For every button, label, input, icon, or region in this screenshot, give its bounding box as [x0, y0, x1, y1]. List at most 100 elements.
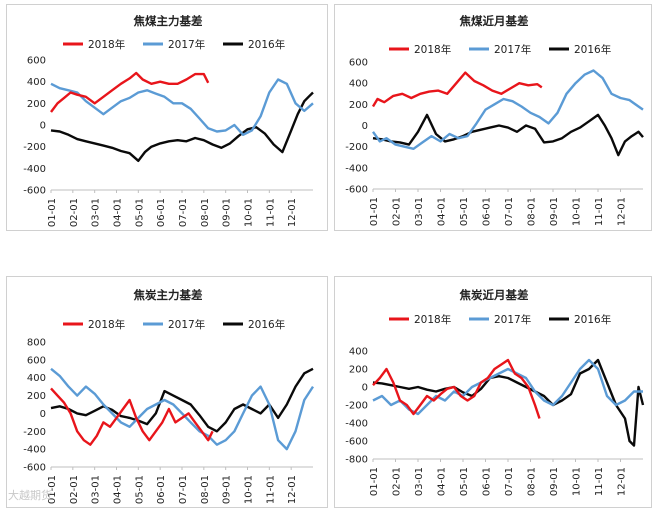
- y-tick-label: 600: [27, 56, 46, 67]
- y-tick-label: 200: [27, 99, 46, 110]
- y-tick-label: -400: [345, 419, 368, 430]
- x-tick-label: 02-01: [69, 475, 80, 504]
- legend-label-2017年: 2017年: [168, 318, 205, 331]
- y-tick-label: 0: [40, 121, 46, 132]
- legend-label-2018年: 2018年: [414, 43, 451, 56]
- y-tick-label: -200: [345, 401, 368, 412]
- chart-panel-1: 焦煤主力基差 2018年 2017年 2016年 600 400 200 0 -200 -400 -…: [6, 4, 328, 231]
- x-tick-label: 04-01: [113, 475, 124, 504]
- x-tick-label: 04-01: [437, 467, 448, 496]
- x-tick-label: 03-01: [91, 475, 102, 504]
- y-tick-label: 400: [27, 373, 46, 384]
- series-line-2018年: [372, 358, 541, 419]
- chart-svg-4: 焦炭近月基差 2018年 2017年 2016年 400 200 0 -200 -400 -600…: [345, 288, 645, 496]
- chart-svg-2: 焦煤近月基差 2018年 2017年 2016年 600 400 200 0 -200 -400 -…: [345, 14, 644, 226]
- y-tick-label: -400: [345, 163, 368, 174]
- x-tick-label: 10-01: [572, 467, 583, 496]
- x-tick-label: 09-01: [222, 475, 233, 504]
- x-tick-label: 01-01: [47, 198, 58, 227]
- x-tick-label: 02-01: [392, 467, 403, 496]
- x-tick-label: 05-01: [134, 475, 145, 504]
- y-tick-label: 800: [27, 338, 46, 349]
- x-tick-label: 08-01: [200, 475, 211, 504]
- legend-label-2016年: 2016年: [248, 38, 285, 51]
- x-tick-label: 05-01: [459, 467, 470, 496]
- x-tick-label: 04-01: [437, 197, 448, 226]
- x-tick-label: 06-01: [156, 475, 167, 504]
- x-tick-label: 02-01: [392, 197, 403, 226]
- x-tick-label: 01-01: [47, 475, 58, 504]
- chart-panel-3: 焦炭主力基差 2018年 2017年 2016年 800 600 400 200 0 -200 -4…: [6, 276, 328, 508]
- x-tick-label: 07-01: [504, 467, 515, 496]
- chart-title: 焦炭主力基差: [133, 288, 203, 302]
- series-line-2017年: [50, 367, 315, 451]
- y-tick-label: -600: [23, 463, 46, 474]
- x-tick-label: 07-01: [178, 198, 189, 227]
- x-tick-label: 05-01: [134, 198, 145, 227]
- y-tick-label: 200: [349, 100, 368, 111]
- chart-title: 焦炭近月基差: [459, 288, 529, 302]
- x-tick-label: 11-01: [265, 475, 276, 504]
- x-tick-label: 07-01: [504, 197, 515, 226]
- x-tick-label: 10-01: [244, 475, 255, 504]
- y-tick-label: 600: [349, 58, 368, 69]
- x-tick-label: 06-01: [482, 197, 493, 226]
- series-line-2016年: [50, 91, 314, 163]
- x-tick-label: 03-01: [414, 197, 425, 226]
- series-line-2018年: [50, 71, 210, 113]
- y-tick-label: 0: [40, 409, 46, 420]
- x-tick-label: 11-01: [265, 198, 276, 227]
- x-tick-label: 01-01: [369, 467, 380, 496]
- x-tick-label: 12-01: [287, 475, 298, 504]
- x-tick-label: 08-01: [527, 467, 538, 496]
- legend-label-2017年: 2017年: [494, 313, 531, 326]
- y-tick-label: 400: [27, 77, 46, 88]
- x-tick-label: 06-01: [482, 467, 493, 496]
- x-tick-label: 03-01: [91, 198, 102, 227]
- x-tick-label: 12-01: [617, 197, 628, 226]
- x-tick-label: 09-01: [549, 467, 560, 496]
- series-line-2017年: [372, 69, 644, 151]
- y-tick-label: -200: [23, 427, 46, 438]
- x-tick-label: 07-01: [178, 475, 189, 504]
- x-tick-label: 03-01: [414, 467, 425, 496]
- x-tick-label: 02-01: [69, 198, 80, 227]
- x-tick-label: 12-01: [287, 198, 298, 227]
- legend-label-2018年: 2018年: [414, 313, 451, 326]
- x-tick-label: 05-01: [459, 197, 470, 226]
- series-line-2018年: [371, 71, 543, 108]
- y-tick-label: 200: [349, 365, 368, 376]
- y-tick-label: -400: [23, 164, 46, 175]
- y-tick-label: -200: [23, 142, 46, 153]
- x-tick-label: 10-01: [572, 197, 583, 226]
- y-tick-label: 400: [349, 347, 368, 358]
- y-tick-label: 400: [349, 79, 368, 90]
- legend-label-2018年: 2018年: [88, 38, 125, 51]
- legend-label-2016年: 2016年: [574, 313, 611, 326]
- y-tick-label: 0: [362, 383, 368, 394]
- x-tick-label: 01-01: [369, 197, 380, 226]
- chart-title: 焦煤近月基差: [459, 14, 529, 28]
- series-line-2017年: [372, 358, 643, 416]
- legend-label-2016年: 2016年: [574, 43, 611, 56]
- y-tick-label: -200: [345, 142, 368, 153]
- series-line-2017年: [50, 78, 314, 137]
- chart-panel-2: 焦煤近月基差 2018年 2017年 2016年 600 400 200 0 -200 -400 -…: [334, 4, 652, 231]
- watermark-text: 大越期货: [8, 489, 52, 502]
- y-tick-label: -600: [345, 185, 368, 196]
- y-tick-label: -800: [345, 455, 368, 466]
- x-tick-label: 08-01: [527, 197, 538, 226]
- x-tick-label: 09-01: [549, 197, 560, 226]
- series-line-2016年: [372, 113, 644, 157]
- chart-title: 焦煤主力基差: [133, 14, 203, 28]
- y-tick-label: 0: [362, 121, 368, 132]
- x-tick-label: 06-01: [156, 198, 167, 227]
- y-tick-label: -600: [23, 186, 46, 197]
- legend-label-2017年: 2017年: [168, 38, 205, 51]
- legend-label-2018年: 2018年: [88, 318, 125, 331]
- y-tick-label: -400: [23, 445, 46, 456]
- x-tick-label: 04-01: [113, 198, 124, 227]
- chart-svg-3: 焦炭主力基差 2018年 2017年 2016年 800 600 400 200 0 -200 -4…: [23, 288, 315, 504]
- x-tick-label: 10-01: [244, 198, 255, 227]
- y-tick-label: -600: [345, 437, 368, 448]
